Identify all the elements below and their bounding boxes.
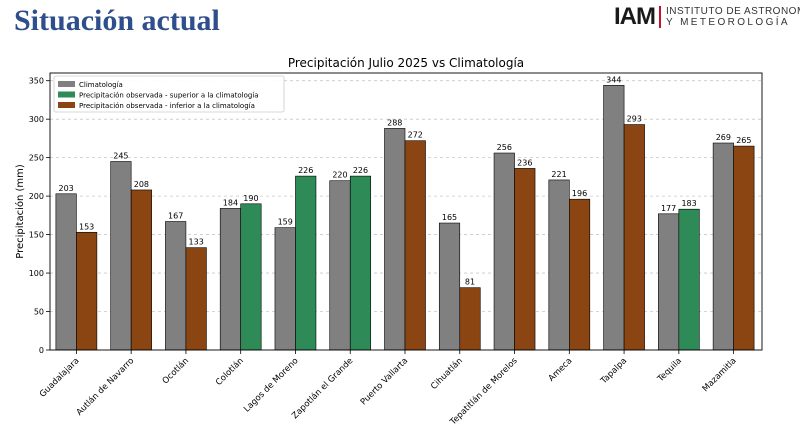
y-tick-label: 0 bbox=[39, 346, 44, 355]
bar-value-label: 190 bbox=[243, 194, 258, 203]
bar-climatologia bbox=[274, 227, 296, 351]
legend-label: Precipitación observada - superior a la … bbox=[79, 92, 259, 100]
bar-observada bbox=[295, 175, 317, 351]
y-tick-label: 100 bbox=[29, 269, 44, 278]
x-tick-label: Cihuatlán bbox=[429, 356, 465, 392]
slide-title: Situación actual bbox=[14, 4, 220, 37]
y-tick-label: 300 bbox=[29, 115, 44, 124]
bar-value-label: 272 bbox=[408, 131, 423, 140]
bar-value-label: 153 bbox=[79, 222, 94, 231]
logo-line-2: Y METEOROLOGÍA bbox=[666, 17, 790, 28]
bar-value-label: 133 bbox=[189, 238, 204, 247]
bar-observada bbox=[459, 287, 481, 351]
bar-value-label: 183 bbox=[681, 199, 696, 208]
x-tick-label: Ocotlán bbox=[161, 356, 191, 386]
bar-observada bbox=[569, 198, 591, 351]
bar-climatologia bbox=[55, 193, 77, 351]
x-tick-label: Lagos de Moreno bbox=[242, 356, 300, 414]
legend-label: Precipitación observada - inferior a la … bbox=[79, 102, 255, 110]
bar-climatologia bbox=[110, 161, 132, 351]
bar-observada bbox=[185, 247, 207, 351]
plot-frame bbox=[49, 72, 763, 351]
bar-value-label: 226 bbox=[298, 166, 313, 175]
legend-swatch bbox=[58, 81, 75, 87]
bar-value-label: 236 bbox=[517, 158, 532, 167]
bar-observada bbox=[623, 124, 645, 351]
bar-value-label: 208 bbox=[134, 180, 149, 189]
logo-text: INSTITUTO DE ASTRONOMÍA Y METEOROLOGÍA bbox=[666, 6, 800, 28]
logo-mark: IAM bbox=[614, 3, 656, 30]
y-tick-label: 250 bbox=[29, 154, 44, 163]
bar-climatologia bbox=[384, 128, 406, 351]
x-tick-label: Autlán de Navarro bbox=[75, 356, 137, 418]
bar-value-label: 196 bbox=[572, 189, 587, 198]
x-tick-label: Guadalajara bbox=[38, 356, 82, 400]
bar-climatologia bbox=[603, 85, 625, 351]
bar-climatologia bbox=[165, 221, 187, 351]
logo-line-1: INSTITUTO DE ASTRONOMÍA bbox=[666, 6, 800, 17]
y-tick-label: 150 bbox=[29, 231, 44, 240]
bar-climatologia bbox=[548, 179, 570, 351]
bar-value-label: 159 bbox=[278, 218, 293, 227]
bar-climatologia bbox=[658, 213, 680, 351]
bar-climatologia bbox=[329, 180, 351, 351]
bar-value-label: 269 bbox=[716, 133, 731, 142]
legend-swatch bbox=[58, 91, 75, 98]
bar-observada bbox=[404, 140, 426, 351]
y-axis-label: Precipitación (mm) bbox=[14, 164, 26, 259]
bar-observada bbox=[130, 189, 152, 351]
bar-observada bbox=[240, 203, 262, 351]
x-tick-label: Mazamitla bbox=[701, 356, 739, 394]
chart-title: Precipitación Julio 2025 vs Climatología bbox=[288, 56, 524, 70]
x-tick-label: Colotlán bbox=[214, 356, 246, 388]
legend-label: Climatología bbox=[79, 81, 123, 89]
bar-observada bbox=[733, 145, 755, 351]
iam-logo: IAM INSTITUTO DE ASTRONOMÍA Y METEOROLOG… bbox=[614, 4, 800, 30]
bar-value-label: 184 bbox=[223, 198, 238, 207]
x-tick-label: Tequila bbox=[655, 356, 684, 385]
bar-value-label: 221 bbox=[551, 170, 566, 179]
bar-observada bbox=[349, 175, 372, 351]
x-tick-label: Puerto Vallarta bbox=[359, 356, 410, 407]
bar-value-label: 288 bbox=[387, 118, 402, 127]
x-tick-label: Zapotlán el Grande bbox=[290, 356, 355, 421]
x-tick-label: Ameca bbox=[547, 356, 575, 384]
y-tick-label: 350 bbox=[29, 77, 44, 86]
bar-value-label: 265 bbox=[736, 136, 751, 145]
legend-box bbox=[53, 75, 285, 113]
y-tick-label: 200 bbox=[29, 192, 44, 201]
bar-observada bbox=[76, 231, 98, 351]
bar-value-label: 165 bbox=[442, 213, 457, 222]
y-tick-label: 50 bbox=[34, 308, 44, 317]
bar-value-label: 81 bbox=[465, 278, 475, 287]
bar-climatologia bbox=[493, 152, 515, 351]
bar-value-label: 220 bbox=[332, 171, 347, 180]
bar-value-label: 344 bbox=[606, 75, 621, 84]
bar-climatologia bbox=[438, 222, 461, 351]
bar-observada bbox=[678, 208, 700, 351]
bar-value-label: 226 bbox=[353, 166, 368, 175]
bar-value-label: 167 bbox=[168, 212, 183, 221]
bar-value-label: 293 bbox=[627, 115, 642, 124]
logo-divider bbox=[659, 6, 661, 28]
bar-value-label: 245 bbox=[113, 151, 128, 160]
bar-climatologia bbox=[712, 142, 734, 351]
legend-swatch bbox=[58, 102, 75, 108]
bar-observada bbox=[514, 168, 536, 351]
bar-climatologia bbox=[219, 208, 241, 351]
bar-value-label: 203 bbox=[58, 184, 73, 193]
bar-value-label: 256 bbox=[497, 143, 512, 152]
x-tick-label: Tapalpa bbox=[598, 356, 629, 387]
bar-value-label: 177 bbox=[661, 204, 676, 213]
